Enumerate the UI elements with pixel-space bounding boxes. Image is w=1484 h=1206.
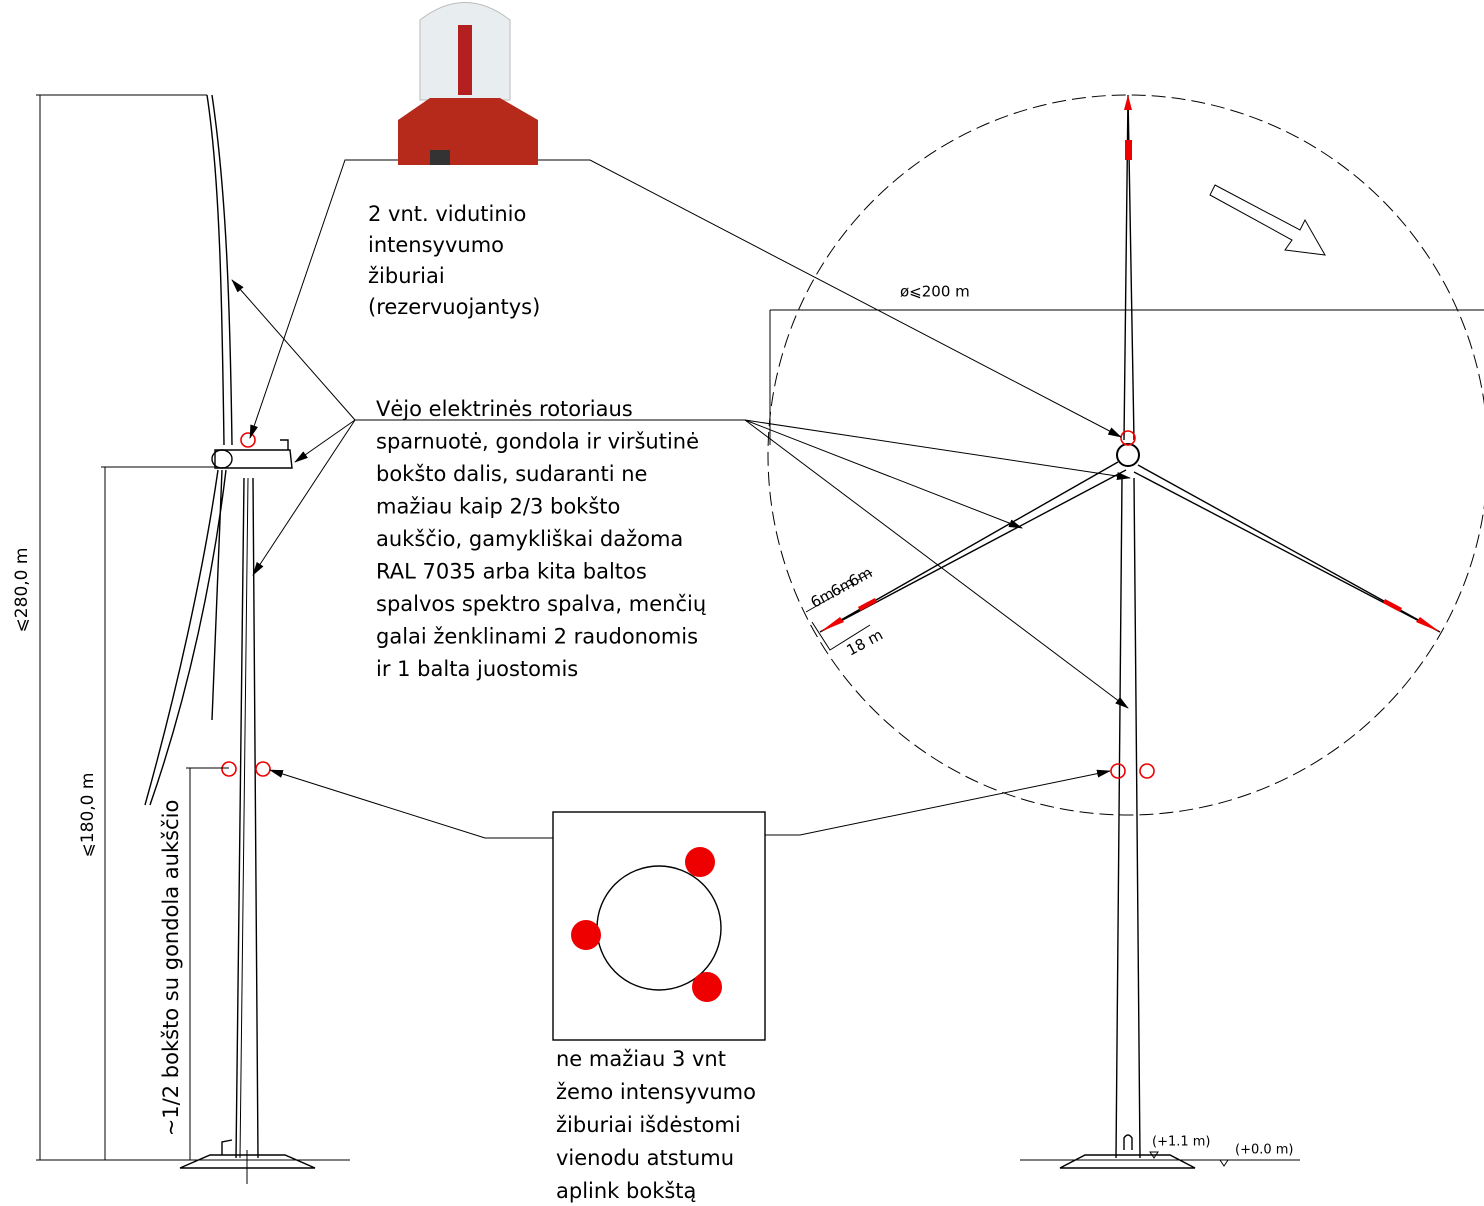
label-line: sparnuotė, gondola ir viršutinė — [376, 430, 699, 454]
label-line: žiburiai išdėstomi — [556, 1113, 741, 1137]
label-line: žiburiai — [368, 264, 445, 288]
label-line: mažiau kaip 2/3 bokšto — [376, 495, 620, 519]
label-line: žemo intensyvumo — [556, 1080, 756, 1104]
label-line: spalvos spektro spalva, menčių — [376, 592, 706, 616]
level-label: (+1.1 m) — [1152, 1135, 1211, 1150]
label-line: ne mažiau 3 vnt — [556, 1047, 726, 1071]
leader-lines — [232, 160, 1130, 838]
hub-height: ⩽180,0 m — [78, 773, 98, 858]
label-line: galai ženklinami 2 raudonomis — [376, 625, 698, 649]
label-line: aukščio, gamykliškai dažoma — [376, 527, 683, 551]
diagram: ø⩽200 m ⩽280,0 m ⩽180,0 m ~1/2 bokšto su… — [0, 0, 1484, 1206]
label-line: 2 vnt. vidutinio — [368, 202, 526, 226]
label-line: RAL 7035 arba kita baltos — [376, 560, 647, 584]
label-line: intensyvumo — [368, 233, 504, 257]
label-line: vienodu atstumu — [556, 1146, 734, 1170]
level-label: (+0.0 m) — [1235, 1143, 1294, 1158]
lamp-image — [398, 3, 538, 166]
total-height: ⩽280,0 m — [12, 548, 32, 633]
label-line: ir 1 balta juostomis — [376, 657, 578, 681]
label-line: (rezervuojantys) — [368, 295, 540, 319]
band-total: 18 m — [844, 626, 886, 660]
half-height: ~1/2 bokšto su gondola aukščio — [159, 800, 183, 1137]
label-line: bokšto dalis, sudaranti ne — [376, 462, 647, 486]
label-line: Vėjo elektrinės rotoriaus — [376, 397, 633, 421]
rotor-diameter: ø⩽200 m — [900, 283, 970, 301]
inset — [553, 812, 765, 1040]
label-line: aplink bokštą — [556, 1179, 696, 1203]
